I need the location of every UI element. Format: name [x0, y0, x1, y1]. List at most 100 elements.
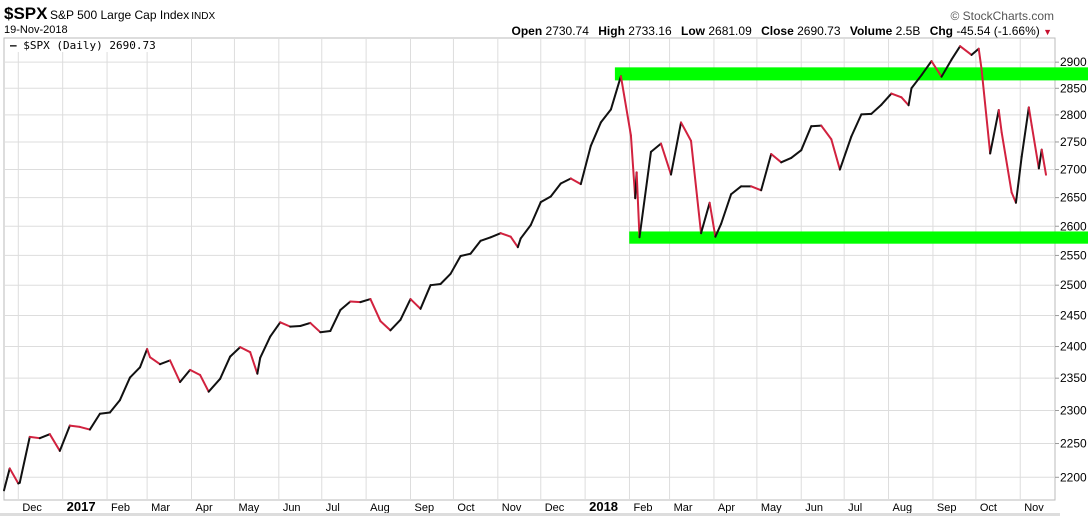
price-segment	[579, 144, 592, 186]
price-segment	[700, 201, 711, 235]
price-segment	[289, 325, 302, 328]
y-tick-label: 2750	[1060, 135, 1087, 149]
price-segment	[259, 335, 272, 359]
open-value: 2730.74	[545, 24, 589, 38]
price-segment	[860, 112, 873, 116]
volume-label: Volume	[849, 24, 893, 38]
x-tick-label: Jul	[848, 502, 862, 514]
price-segment	[638, 150, 652, 239]
x-tick-label: Mar	[151, 502, 170, 514]
price-segment	[449, 255, 462, 275]
price-segment	[18, 435, 31, 484]
price-segment	[256, 356, 262, 375]
price-segment	[970, 47, 980, 56]
price-segment	[359, 298, 372, 304]
y-tick-label: 2650	[1060, 191, 1087, 205]
price-segment	[3, 467, 11, 492]
index-name-text: S&P 500 Large Cap Index	[50, 8, 190, 22]
price-segment	[389, 318, 402, 332]
price-segment	[629, 134, 637, 200]
y-tick-label: 2500	[1060, 278, 1087, 292]
y-tick-label: 2600	[1060, 219, 1087, 233]
price-segment	[207, 377, 222, 393]
price-segment	[48, 433, 61, 452]
price-segment	[880, 92, 893, 106]
price-segment	[669, 121, 683, 176]
y-tick-label: 2400	[1060, 340, 1087, 354]
price-segment	[146, 348, 151, 359]
close-value: 2690.73	[797, 24, 841, 38]
price-segment	[569, 177, 582, 186]
price-segment	[479, 236, 492, 242]
volume-value: 2.5B	[895, 24, 921, 38]
symbol: $SPX	[4, 4, 48, 23]
x-tick-label: Mar	[674, 502, 693, 514]
x-tick-label: Nov	[502, 502, 522, 514]
price-segment	[269, 321, 282, 338]
price-segment	[680, 121, 693, 142]
x-tick-label: Aug	[370, 502, 390, 514]
legend: — $SPX (Daily) 2690.73	[8, 39, 158, 52]
price-segment	[1020, 106, 1030, 158]
brand-logo[interactable]: © StockCharts.com	[950, 9, 1054, 23]
price-segment	[88, 412, 101, 431]
price-segment	[820, 124, 833, 141]
x-tick-label: Apr	[196, 502, 213, 514]
x-tick-label: Dec	[22, 502, 42, 514]
price-segment	[128, 366, 141, 379]
price-segment	[529, 201, 542, 227]
price-segment	[589, 121, 602, 147]
price-segment	[850, 113, 863, 138]
price-segment	[399, 298, 412, 321]
price-segment	[890, 92, 903, 99]
price-segment	[148, 356, 162, 366]
x-tick-label: Jul	[326, 502, 340, 514]
price-segment	[58, 424, 71, 452]
price-segment	[870, 103, 883, 115]
price-segment	[900, 96, 910, 107]
triangle-down-icon: ▼	[1043, 27, 1052, 37]
price-segment	[619, 75, 632, 137]
price-segment	[980, 68, 992, 155]
plot-area	[3, 37, 1056, 501]
x-tick-label: Jun	[805, 502, 823, 514]
price-segment	[997, 109, 1003, 134]
price-segment	[959, 45, 973, 56]
y-tick-label: 2250	[1060, 437, 1087, 451]
price-segment	[429, 282, 442, 287]
price-segment	[770, 153, 783, 164]
open-label: Open	[511, 24, 543, 38]
x-tick-label: 2017	[67, 499, 96, 514]
price-segment	[138, 348, 149, 369]
price-segment	[439, 272, 452, 285]
price-segment	[98, 411, 111, 415]
price-segment	[299, 321, 312, 328]
x-tick-label: Oct	[457, 502, 474, 514]
y-tick-label: 2450	[1060, 309, 1087, 323]
price-segment	[249, 351, 259, 375]
x-tick-label: Feb	[111, 502, 130, 514]
price-segment	[219, 355, 232, 380]
price-segment	[730, 185, 743, 196]
price-segment	[708, 201, 717, 238]
chg-label: Chg	[929, 24, 954, 38]
x-tick-label: Sep	[414, 502, 434, 514]
price-segment	[599, 108, 612, 124]
price-segment	[977, 47, 983, 71]
x-tick-label: Apr	[718, 502, 735, 514]
price-segment	[459, 252, 472, 258]
price-segment	[714, 222, 723, 238]
price-segment	[469, 239, 482, 255]
price-segment	[8, 467, 20, 485]
price-segment	[659, 142, 672, 176]
ohlc-readout: Open 2730.74 High 2733.16 Low 2681.09 Cl…	[506, 24, 1052, 38]
price-segment	[989, 109, 1000, 155]
index-name: S&P 500 Large Cap Index INDX	[50, 8, 215, 22]
y-tick-label: 2700	[1060, 163, 1087, 177]
price-segment	[549, 182, 562, 198]
support-resistance-band	[629, 231, 1088, 244]
support-resistance-band	[614, 67, 1088, 81]
price-segment	[559, 177, 572, 185]
price-segment	[369, 298, 382, 323]
price-segment	[28, 435, 41, 440]
